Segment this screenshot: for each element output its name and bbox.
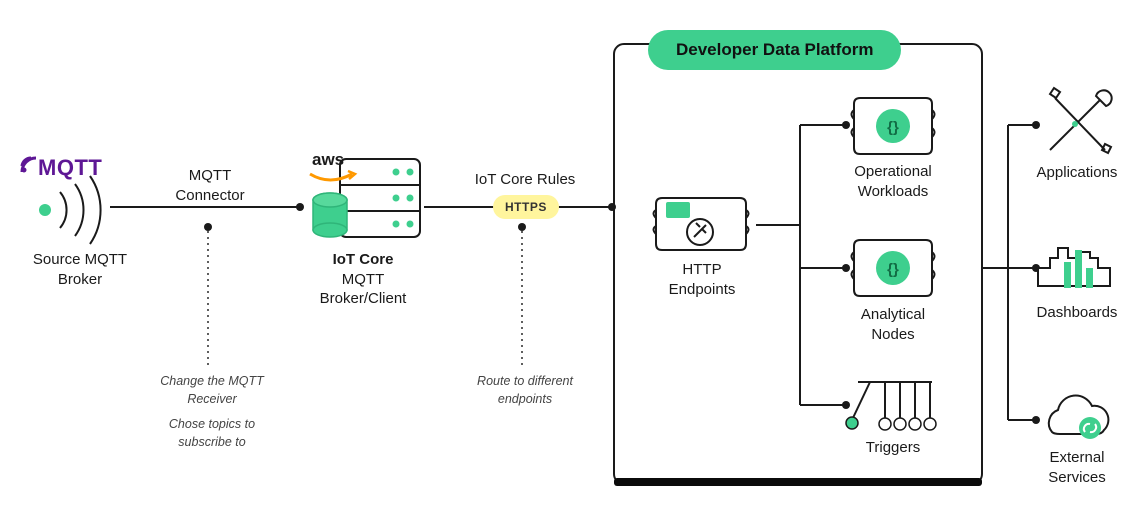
triggers-icon — [846, 382, 936, 430]
svg-text:{}: {} — [887, 261, 899, 278]
hint-route-endpoints: Route to different endpoints — [455, 373, 595, 408]
hint-change-receiver: Change the MQTT Receiver — [142, 373, 282, 408]
external-services-label: External Services — [1022, 448, 1132, 487]
iot-rules-label: IoT Core Rules — [450, 170, 600, 190]
mqtt-connector-label: MQTT Connector — [150, 166, 270, 205]
triggers-label: Triggers — [833, 438, 953, 458]
analytical-label: Analytical Nodes — [833, 305, 953, 344]
mqtt-logo-text: MQTT — [38, 155, 102, 181]
hint-choose-topics: Chose topics to subscribe to — [142, 416, 282, 451]
analytical-icon: {} — [852, 240, 935, 296]
applications-icon — [1050, 88, 1112, 153]
iot-core-label: IoT Core MQTT Broker/Client — [298, 250, 428, 309]
platform-title-pill: Developer Data Platform — [648, 30, 901, 70]
dashboards-icon — [1038, 248, 1110, 288]
operational-icon: {} — [852, 98, 935, 154]
aws-logo-text: aws — [312, 150, 344, 170]
http-endpoints-label: HTTP Endpoints — [648, 260, 756, 299]
applications-label: Applications — [1022, 163, 1132, 183]
dashboards-label: Dashboards — [1022, 303, 1132, 323]
operational-label: Operational Workloads — [833, 162, 953, 201]
https-badge: HTTPS — [493, 195, 559, 219]
svg-text:{}: {} — [887, 119, 899, 136]
http-endpoints-icon — [654, 198, 749, 250]
source-broker-label: Source MQTT Broker — [10, 250, 150, 289]
iot-core-icon — [313, 159, 420, 237]
external-services-icon — [1049, 396, 1109, 439]
